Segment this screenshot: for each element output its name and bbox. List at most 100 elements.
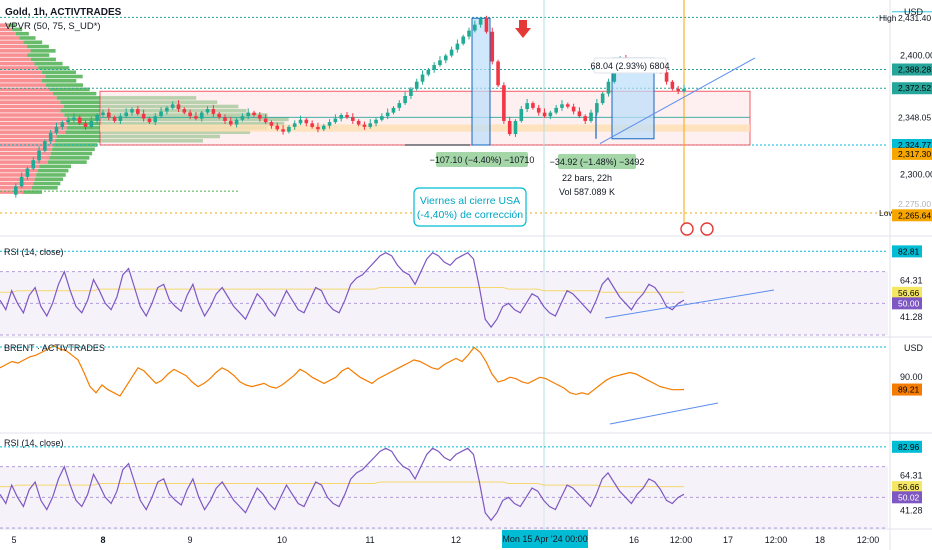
candle-body (54, 126, 59, 133)
rsi1-value-bg (892, 286, 922, 299)
profile-bar-up (27, 53, 50, 57)
profile-bar-up (30, 57, 56, 62)
candle-body (147, 118, 152, 123)
bars-info-label[interactable]: 22 bars, 22h Vol 587.089 K (559, 170, 615, 200)
drop-measure-label[interactable]: −107.10 (−4.40%) −10710 (430, 152, 535, 167)
profile-bar-down (0, 177, 35, 182)
rsi1-value-label: 56.66 (898, 288, 920, 298)
time-tick-label: 17 (723, 535, 733, 545)
time-tick-label: 12:00 (857, 535, 880, 545)
candle-body (554, 107, 558, 113)
candle-body (240, 116, 245, 120)
brent-line (0, 345, 685, 397)
rsi2-value-label: 82.96 (898, 442, 920, 452)
time-tick-label: 12:00 (765, 535, 788, 545)
gold-tick-label: 2,300.00 (900, 169, 932, 179)
profile-bar-down (0, 121, 69, 126)
drop-measure-box (471, 17, 491, 146)
candle-body (525, 103, 529, 110)
profile-bar-down (0, 181, 34, 186)
candle-body (461, 36, 466, 44)
time-tick-label: 18 (815, 535, 825, 545)
candle-body (83, 123, 88, 127)
rsi2-tick-label: 41.28 (900, 506, 923, 516)
profile-bar-down (0, 31, 16, 36)
candle-body (263, 118, 268, 123)
profile-bar-up (39, 164, 72, 169)
candle-body (356, 120, 361, 125)
rsi1-tick-label: 64.31 (900, 276, 923, 286)
profile-bar-down (0, 36, 20, 40)
brent-value-label: 89.21 (898, 385, 920, 395)
brent-title[interactable]: BRENT · ACTIVTRADES (4, 343, 105, 353)
profile-bar-up (31, 185, 58, 190)
brent-tick-label: 90.00 (900, 372, 923, 382)
price-label-bg (892, 111, 932, 124)
price-label-bg (892, 82, 932, 95)
profile-bar-down (0, 130, 66, 134)
candle-body (188, 112, 192, 117)
price-label: 2,388.28 (898, 64, 931, 74)
candle-body (560, 104, 564, 108)
rsi2-value-label: 56.66 (898, 482, 920, 492)
price-label: 2,324.77 (898, 140, 931, 150)
candle-body (496, 61, 500, 86)
candle-body (403, 95, 407, 104)
candle-body (176, 104, 181, 110)
rise-measure-label[interactable]: 68.04 (2.93%) 6804 (590, 57, 670, 74)
candle-body (275, 125, 280, 130)
profile-bar-down (0, 113, 65, 117)
rsi1-title[interactable]: RSI (14, close) (4, 247, 64, 257)
gold-trendline (599, 57, 756, 144)
profile-bar-up (8, 23, 16, 27)
profile-bar-up (45, 74, 83, 79)
rsi2-value-bg (892, 491, 922, 504)
candle-body (217, 113, 221, 118)
candle-body (223, 117, 227, 121)
small-measure-label[interactable]: −34.92 (−1.48%) −3492 (550, 154, 645, 169)
candle-body (77, 117, 82, 124)
candle-body (536, 107, 541, 113)
candle-body (339, 115, 343, 119)
currency-label[interactable]: USD (904, 7, 924, 17)
candle-body (141, 113, 146, 119)
candle-body (519, 109, 524, 121)
candle-body (507, 120, 512, 135)
profile-bar-up (53, 143, 98, 147)
time-tick-label: 5 (11, 535, 16, 545)
symbol-title[interactable]: Gold, 1h, ACTIVTRADES (5, 7, 122, 18)
candle-body (670, 81, 675, 89)
profile-bar-down (0, 117, 68, 122)
time-tick-label: 12:00 (670, 535, 693, 545)
price-label: 2,372.52 (898, 83, 931, 93)
profile-bar-down (0, 168, 38, 173)
candle-body (48, 132, 53, 142)
time-tick-label: 8 (100, 535, 105, 545)
current-time-label[interactable]: Mon 15 Apr '24 00:00 (502, 530, 588, 548)
red-down-arrow-icon (515, 20, 531, 38)
candle-body (676, 88, 680, 92)
candle-body (484, 18, 489, 32)
callout-line-2: (-4,40%) de corrección (417, 209, 523, 221)
profile-bar-up (15, 31, 29, 36)
candle-body (443, 55, 448, 61)
price-label: 2,431.40 (898, 13, 931, 23)
correction-callout[interactable]: Viernes al cierre USA (-4,40%) de correc… (413, 187, 527, 227)
price-label-bg (892, 12, 932, 25)
time-tick-label: 12 (451, 535, 461, 545)
candle-body (31, 160, 36, 169)
time-tick-label: 16 (629, 535, 639, 545)
price-label: 2,348.05 (898, 112, 931, 122)
candle-body (269, 122, 274, 126)
profile-bar-up (34, 61, 63, 66)
candle-body (118, 116, 123, 121)
gold-tick-label: 2,400.00 (900, 51, 932, 61)
profile-bar-down (0, 40, 24, 45)
rsi1-value-label: 50.00 (898, 298, 920, 308)
candle-body (298, 119, 303, 124)
price-tag-label: High (879, 13, 897, 23)
rsi2-title[interactable]: RSI (14, close) (4, 438, 64, 448)
indicator-label[interactable]: VPVR (50, 75, S_UD*) (5, 21, 101, 32)
